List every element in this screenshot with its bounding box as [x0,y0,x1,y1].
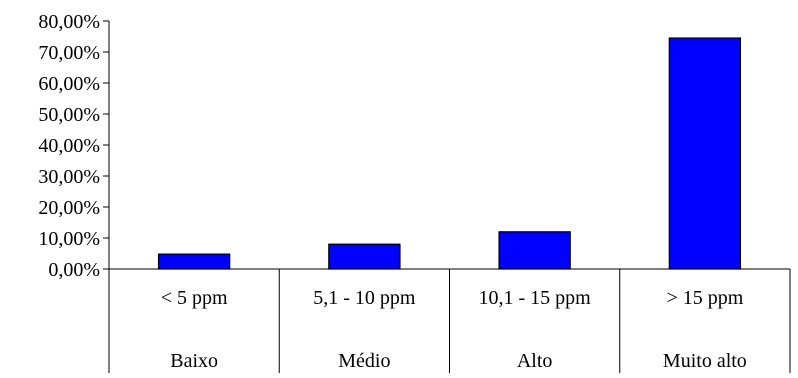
x-category-label: < 5 ppm [161,287,228,309]
x-category-label: > 15 ppm [666,287,743,309]
bar [157,253,231,270]
x-axis-category-labels: < 5 ppm 5,1 - 10 ppm 10,1 - 15 ppm > 15 ppm [161,287,744,309]
x-category-label: 5,1 - 10 ppm [313,287,416,309]
y-tick-label: 50,00% [38,104,100,126]
x-group-label: Médio [338,350,390,372]
y-tick-label: 60,00% [38,73,100,95]
x-group-label: Muito alto [663,350,747,372]
y-tick-label: 30,00% [38,166,100,188]
x-category-label: 10,1 - 15 ppm [479,287,592,309]
y-tick-label: 0,00% [48,259,100,281]
x-group-label: Alto [517,350,553,372]
x-group-label: Baixo [170,350,218,372]
y-axis-ticks: 0,00% 10,00% 20,00% 30,00% 40,00% 50,00% 60,00… [38,11,109,281]
bars [157,37,742,270]
y-tick-label: 40,00% [38,135,100,157]
y-tick-label: 80,00% [38,11,100,33]
bar [498,231,571,270]
category-dividers [108,269,791,373]
bar [328,243,401,270]
y-tick-label: 70,00% [38,42,100,64]
bar [668,37,742,270]
x-axis-group-labels: Baixo Médio Alto Muito alto [170,350,747,372]
y-tick-label: 10,00% [38,228,100,250]
y-tick-label: 20,00% [38,197,100,219]
